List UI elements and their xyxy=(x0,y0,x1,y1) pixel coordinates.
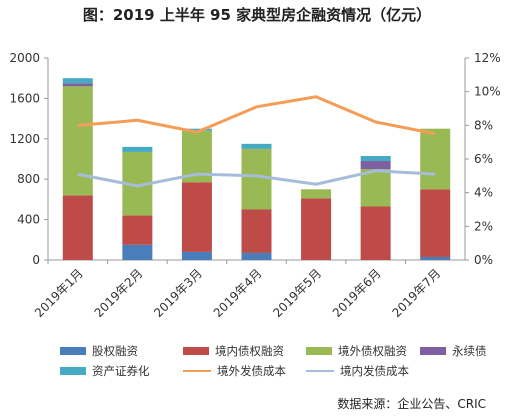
y-left-tick-label: 0 xyxy=(32,253,40,267)
chart-title: 图：2019 上半年 95 家典型房企融资情况（亿元） xyxy=(82,6,432,24)
legend-swatch xyxy=(183,347,209,355)
bar-segment xyxy=(241,252,272,260)
legend-item: 资产证券化 xyxy=(60,363,150,379)
x-tick-label: 2019年6月 xyxy=(330,266,384,320)
y-left-tick-label: 1200 xyxy=(9,132,40,146)
chart-legend: 股权融资 境内债权融资 境外债权融资 永续债资产证券化 境外发债成本 境内发债成本 xyxy=(0,337,514,397)
legend-swatch xyxy=(420,347,446,355)
bar-segment xyxy=(122,244,153,260)
bar-segment xyxy=(122,215,153,245)
bar-segment xyxy=(241,209,272,253)
y-right-tick-label: 0% xyxy=(474,253,493,267)
bar-segment xyxy=(62,83,93,87)
x-tick-label: 2019年7月 xyxy=(389,266,443,320)
legend-label: 资产证券化 xyxy=(92,364,150,378)
legend-swatch xyxy=(60,347,86,355)
source-note: 数据来源：企业公告、CRIC xyxy=(337,397,486,411)
series-line xyxy=(77,169,436,188)
y-left-tick-label: 800 xyxy=(17,172,40,186)
bar-segment xyxy=(181,128,212,131)
y-left-tick-label: 1600 xyxy=(9,91,40,105)
bar-segment xyxy=(181,251,212,260)
y-right-tick-label: 6% xyxy=(474,152,493,166)
legend-label: 境内债权融资 xyxy=(215,344,284,358)
bar-segment xyxy=(241,143,272,149)
legend-swatch xyxy=(183,370,211,372)
legend-item: 境外发债成本 xyxy=(183,363,286,379)
bar-segment xyxy=(301,198,332,260)
legend-item: 永续债 xyxy=(420,343,487,359)
legend-item: 境内发债成本 xyxy=(306,363,409,379)
chart-plot: 0 400 800 1200 1600 2000 0% 2% 4% 6% 8% 10% 12% 2019年… xyxy=(9,51,501,320)
x-tick-label: 2019年3月 xyxy=(151,266,205,320)
legend-item: 股权融资 xyxy=(60,343,138,359)
bar-segment xyxy=(62,86,93,196)
legend-swatch xyxy=(306,370,334,372)
bar-segment xyxy=(360,206,391,260)
legend-swatch xyxy=(306,347,332,355)
bar-segment xyxy=(360,161,391,170)
bar-segment xyxy=(360,169,391,207)
y-right-tick-label: 8% xyxy=(474,118,493,132)
legend-label: 境外发债成本 xyxy=(217,364,286,378)
bar-segment xyxy=(420,189,451,257)
bar-segment xyxy=(360,155,391,162)
y-right-tick-label: 10% xyxy=(474,85,501,99)
y-right-tick-label: 4% xyxy=(474,186,493,200)
bar-segment xyxy=(62,195,93,260)
y-left-tick-label: 2000 xyxy=(9,51,40,65)
bar-segment xyxy=(181,182,212,252)
y-left-tick-label: 400 xyxy=(17,213,40,227)
x-tick-label: 2019年1月 xyxy=(32,266,86,320)
x-tick-label: 2019年5月 xyxy=(270,266,324,320)
legend-label: 境外债权融资 xyxy=(338,344,407,358)
legend-swatch xyxy=(60,367,86,375)
bar-segment xyxy=(420,128,451,190)
bar-segment xyxy=(62,78,93,84)
y-right-tick-label: 12% xyxy=(474,51,501,65)
legend-label: 境内发债成本 xyxy=(340,364,409,378)
legend-item: 境外债权融资 xyxy=(306,343,407,359)
legend-label: 股权融资 xyxy=(92,344,138,358)
bar-segment xyxy=(420,256,451,260)
legend-label: 永续债 xyxy=(452,344,487,358)
x-tick-label: 2019年4月 xyxy=(211,266,265,320)
bar-segment xyxy=(301,189,332,199)
bar-segment xyxy=(122,146,153,152)
bar-segment xyxy=(241,148,272,210)
x-tick-label: 2019年2月 xyxy=(92,266,146,320)
y-right-tick-label: 2% xyxy=(474,219,493,233)
legend-item: 境内债权融资 xyxy=(183,343,284,359)
series-line xyxy=(77,95,436,136)
